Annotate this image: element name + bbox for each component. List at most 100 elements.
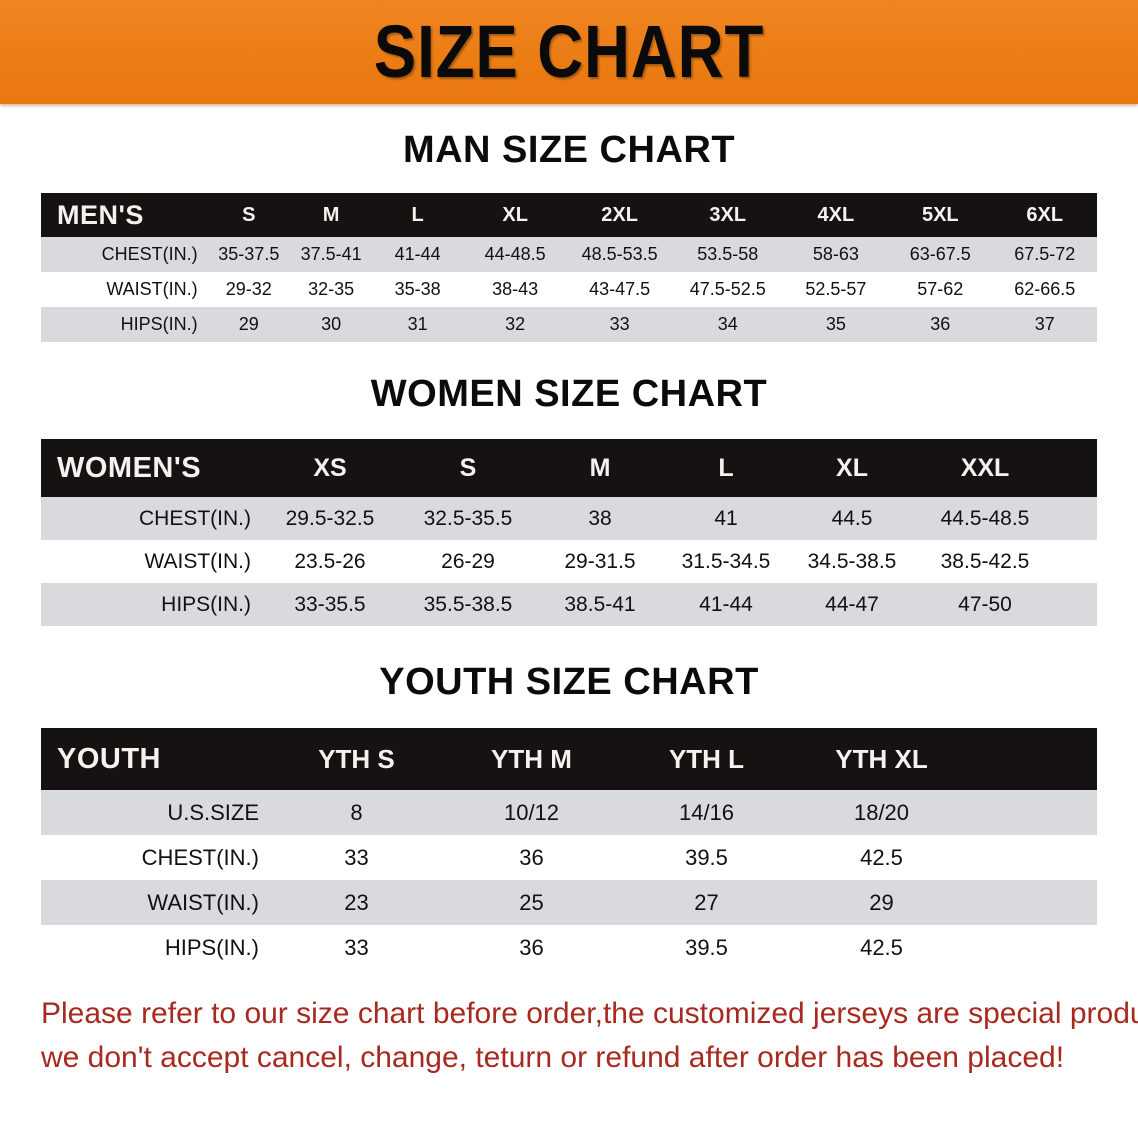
cell: 23 (344, 889, 369, 915)
cell: 47.5-52.5 (689, 279, 766, 299)
man-col-6xl: 6XL (1026, 203, 1064, 226)
footer-note: Please refer to our size chart before or… (27, 992, 1138, 1081)
cell: 29-31.5 (564, 549, 636, 573)
man-size-table: MEN'S S M L XL 2XL 3XL 4XL 5XL 6XL CHEST… (41, 193, 1097, 342)
cell: 14/16 (678, 799, 735, 825)
cell: 39.5 (685, 934, 728, 960)
cell: 41 (714, 506, 738, 530)
cell: 44.5-48.5 (940, 506, 1030, 530)
cell: 41-44 (699, 592, 753, 616)
youth-col-m: YTH M (491, 743, 572, 774)
man-corner-label: MEN'S (57, 199, 144, 230)
cell: 18/20 (853, 799, 910, 825)
table-row: WAIST(IN.) 23.5-26 26-29 29-31.5 31.5-34… (41, 540, 1097, 583)
youth-section-title: YOUTH SIZE CHART (379, 661, 759, 703)
cell: 29 (238, 314, 259, 334)
women-section-title: WOMEN SIZE CHART (370, 373, 768, 415)
women-corner-label: WOMEN'S (57, 451, 202, 484)
man-row-label-waist: WAIST(IN.) (106, 279, 198, 299)
man-row-label-hips: HIPS(IN.) (120, 314, 198, 334)
cell: 36 (519, 934, 544, 960)
cell: 29-32 (225, 279, 272, 299)
youth-col-xl: YTH XL (835, 743, 928, 774)
cell: 63-67.5 (909, 244, 971, 264)
cell: 35-38 (394, 279, 441, 299)
man-section-title: MAN SIZE CHART (402, 129, 736, 171)
women-col-spacer (1055, 439, 1097, 497)
cell: 35.5-38.5 (423, 592, 513, 616)
youth-table-header-row: YOUTH YTH S YTH M YTH L YTH XL (41, 728, 1097, 790)
cell: 43-47.5 (589, 279, 651, 299)
cell: 67.5-72 (1014, 244, 1076, 264)
cell: 25 (519, 889, 544, 915)
women-col-s: S (459, 453, 477, 482)
man-col-s: S (242, 203, 256, 226)
cell-spacer (1055, 583, 1097, 626)
table-row: HIPS(IN.) 33-35.5 35.5-38.5 38.5-41 41-4… (41, 583, 1097, 626)
cell: 33 (609, 314, 630, 334)
youth-row-label-hips: HIPS(IN.) (164, 934, 259, 960)
cell-spacer (969, 835, 1097, 880)
cell: 29 (869, 889, 894, 915)
cell: 31 (407, 314, 428, 334)
cell: 33 (344, 934, 369, 960)
footer-note-line-2: we don't accept cancel, change, teturn o… (41, 1041, 1065, 1075)
cell: 53.5-58 (697, 244, 759, 264)
cell: 35-37.5 (218, 244, 280, 264)
man-col-l: L (411, 203, 424, 226)
cell: 33-35.5 (294, 592, 366, 616)
cell: 44.5 (831, 506, 873, 530)
cell-spacer (969, 880, 1097, 925)
cell-spacer (1055, 497, 1097, 540)
cell: 44-48.5 (484, 244, 546, 264)
cell: 42.5 (860, 934, 903, 960)
cell: 39.5 (685, 844, 728, 870)
cell: 36 (519, 844, 544, 870)
man-col-5xl: 5XL (921, 203, 959, 226)
table-row: WAIST(IN.) 23 25 27 29 (41, 880, 1097, 925)
women-col-l: L (718, 453, 734, 482)
cell-spacer (1055, 540, 1097, 583)
table-row: HIPS(IN.) 33 36 39.5 42.5 (41, 925, 1097, 970)
cell: 57-62 (917, 279, 964, 299)
women-col-xs: XS (313, 453, 347, 482)
table-row: CHEST(IN.) 33 36 39.5 42.5 (41, 835, 1097, 880)
cell: 44-47 (825, 592, 879, 616)
cell-spacer (969, 925, 1097, 970)
cell: 37 (1034, 314, 1055, 334)
man-col-4xl: 4XL (817, 203, 855, 226)
women-size-table-wrapper: WOMEN'S XS S M L XL XXL CHEST(IN.) 29.5-… (41, 439, 1097, 626)
man-col-xl: XL (502, 203, 528, 226)
table-row: HIPS(IN.) 29 30 31 32 33 34 35 36 37 (41, 307, 1097, 342)
youth-col-s: YTH S (318, 743, 395, 774)
cell-spacer (969, 790, 1097, 835)
youth-size-table-wrapper: YOUTH YTH S YTH M YTH L YTH XL U.S.SIZE … (41, 728, 1097, 970)
youth-corner-label: YOUTH (57, 742, 161, 775)
page-banner: SIZE CHART (0, 0, 1138, 104)
man-col-3xl: 3XL (709, 203, 747, 226)
youth-row-label-chest: CHEST(IN.) (141, 844, 259, 870)
cell: 58-63 (812, 244, 859, 264)
table-row: U.S.SIZE 8 10/12 14/16 18/20 (41, 790, 1097, 835)
man-col-m: M (322, 203, 340, 226)
cell: 27 (694, 889, 719, 915)
youth-col-l: YTH L (668, 743, 745, 774)
cell: 10/12 (503, 799, 560, 825)
cell: 62-66.5 (1014, 279, 1076, 299)
youth-row-label-waist: WAIST(IN.) (147, 889, 259, 915)
youth-row-label-ussize: U.S.SIZE (167, 799, 259, 825)
man-row-label-chest: CHEST(IN.) (101, 244, 198, 264)
man-size-table-wrapper: MEN'S S M L XL 2XL 3XL 4XL 5XL 6XL CHEST… (41, 193, 1097, 342)
women-col-m: M (589, 453, 611, 482)
cell: 34.5-38.5 (807, 549, 897, 573)
cell: 34 (717, 314, 738, 334)
cell: 41-44 (394, 244, 441, 264)
cell: 32.5-35.5 (423, 506, 513, 530)
man-table-header-row: MEN'S S M L XL 2XL 3XL 4XL 5XL 6XL (41, 193, 1097, 237)
footer-note-line-1: Please refer to our size chart before or… (41, 997, 1138, 1030)
table-row: CHEST(IN.) 35-37.5 37.5-41 41-44 44-48.5… (41, 237, 1097, 272)
women-row-label-waist: WAIST(IN.) (144, 549, 251, 573)
cell: 38.5-42.5 (940, 549, 1030, 573)
cell: 52.5-57 (805, 279, 867, 299)
cell: 8 (350, 799, 363, 825)
